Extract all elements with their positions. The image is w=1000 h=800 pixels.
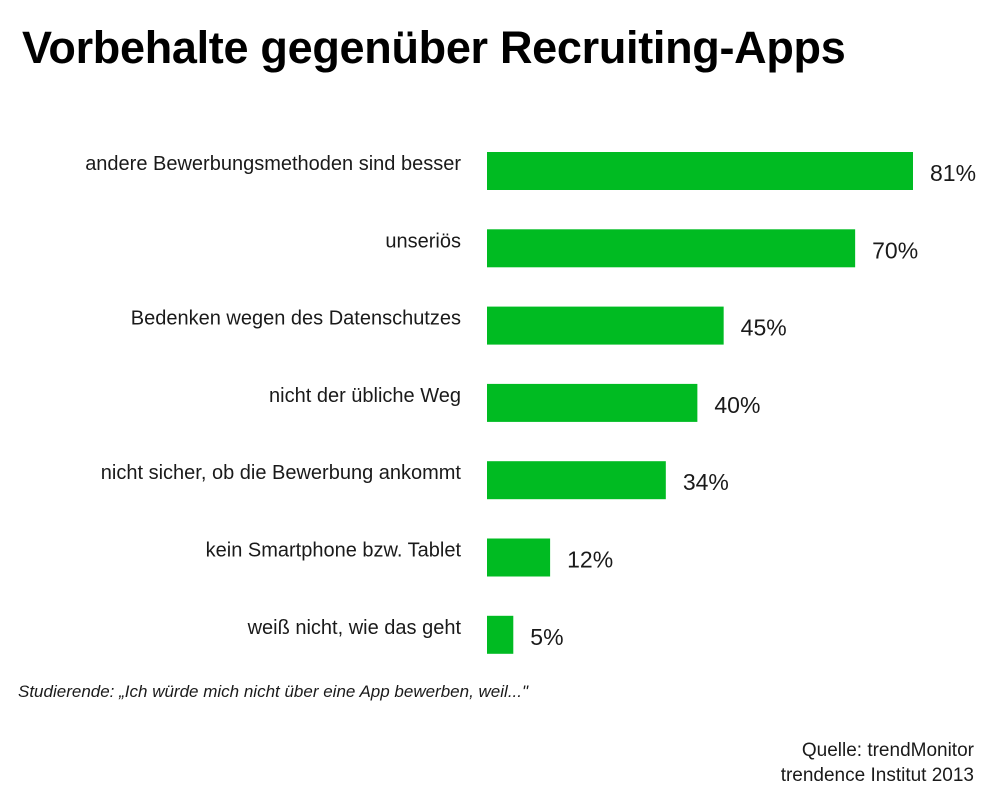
- category-label: Bedenken wegen des Datenschutzes: [131, 308, 461, 330]
- category-label: kein Smartphone bzw. Tablet: [206, 540, 462, 562]
- value-label: 40%: [714, 392, 760, 418]
- value-label: 34%: [683, 469, 729, 495]
- category-label: weiß nicht, wie das geht: [247, 617, 462, 639]
- category-label: nicht sicher, ob die Bewerbung ankommt: [101, 462, 462, 484]
- bar: [487, 152, 913, 190]
- value-label: 5%: [530, 624, 563, 650]
- category-label: andere Bewerbungsmethoden sind besser: [85, 153, 461, 175]
- value-label: 81%: [930, 160, 976, 186]
- chart-title: Vorbehalte gegenüber Recruiting-Apps: [22, 22, 846, 73]
- category-label: unseriös: [385, 230, 461, 252]
- source-line-1: Quelle: trendMonitor: [801, 740, 974, 761]
- value-label: 70%: [872, 237, 918, 263]
- bar: [487, 229, 856, 268]
- value-label: 45%: [741, 315, 787, 341]
- bar: [487, 615, 514, 654]
- bar: [487, 538, 551, 577]
- bar: [487, 461, 666, 500]
- chart-footnote: Studierende: „Ich würde mich nicht über …: [18, 682, 529, 701]
- source-line-2: trendence Institut 2013: [780, 765, 974, 786]
- value-label: 12%: [567, 547, 613, 573]
- bar: [487, 383, 698, 422]
- bar: [487, 306, 724, 345]
- category-label: nicht der übliche Weg: [269, 385, 461, 407]
- source-note: Quelle: trendMonitor trendence Institut …: [781, 738, 974, 788]
